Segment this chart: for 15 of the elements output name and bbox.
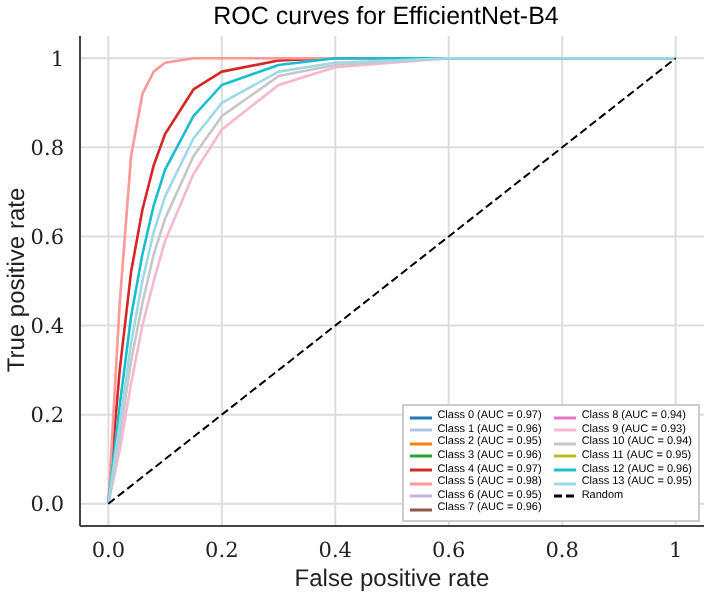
x-tick-label: 0.8 [545, 538, 579, 563]
x-tick-label: 0.4 [318, 538, 353, 563]
y-tick-label: 0.6 [30, 225, 65, 250]
y-tick-label: 0.2 [30, 404, 64, 429]
y-tick-label: 0.0 [30, 493, 64, 518]
y-tick-label: 0.4 [30, 315, 65, 339]
x-tick-label: 1 [668, 538, 683, 563]
y-axis-title: True positive rate [2, 185, 30, 377]
y-tick-label: 1 [50, 47, 64, 72]
x-tick-label: 0.6 [432, 538, 467, 563]
y-tick-label: 0.8 [30, 136, 64, 161]
x-axis-title: False positive rate [292, 564, 492, 592]
x-tick-label: 0.0 [91, 538, 126, 563]
chart-title: ROC curves for EfficientNet-B4 [211, 2, 561, 30]
x-tick-label: 0.2 [205, 538, 239, 563]
